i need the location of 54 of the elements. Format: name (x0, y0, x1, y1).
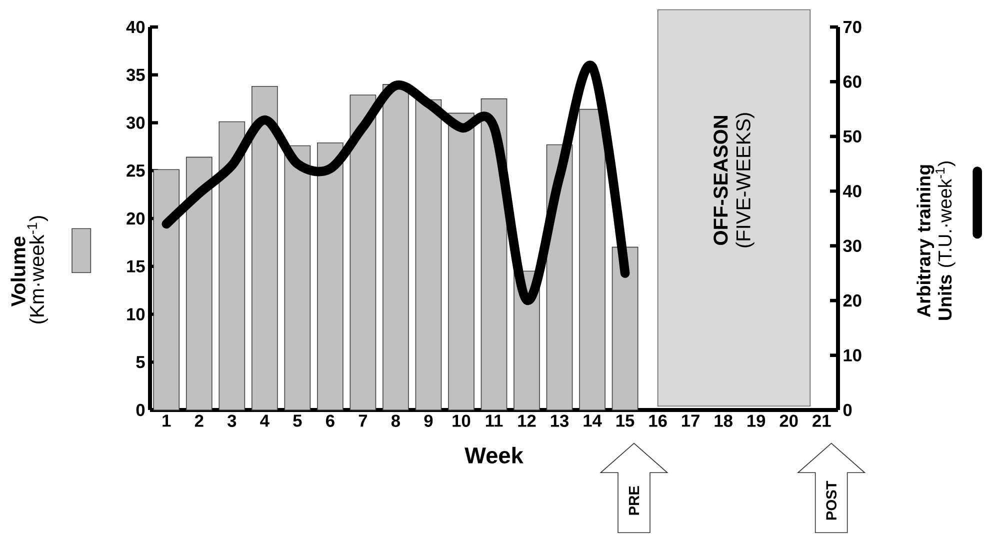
x-tick-label: 9 (424, 414, 433, 427)
x-axis-title: Week (464, 446, 524, 464)
text: POST (826, 480, 837, 520)
bar (579, 108, 606, 410)
x-tick-label: 8 (391, 414, 400, 427)
y-axis-title: Volume (Km·week$^{-1}$) (10, 216, 48, 324)
y-tick-label: 30 (126, 116, 145, 129)
x-tick-label: 4 (260, 414, 270, 427)
x-tick-label: 15 (616, 414, 634, 427)
y2-tick-label: 70 (843, 20, 862, 34)
y-tick-label: 20 (126, 212, 145, 225)
y-tick-label: 5 (136, 356, 145, 368)
bar (186, 156, 212, 410)
bar (382, 84, 409, 410)
bar (317, 142, 344, 410)
y-tick-label: 10 (127, 308, 145, 320)
bar (415, 99, 442, 410)
bar (252, 86, 278, 410)
y2-tick-label: 10 (844, 349, 862, 362)
x-tick-label: 10 (452, 414, 470, 427)
x-tick-label: 2 (194, 414, 204, 427)
x-tick-label: 21 (812, 414, 831, 427)
x-tick-label: 1 (162, 414, 171, 427)
x-tick-label: 6 (326, 414, 334, 427)
x-tick-label: 17 (682, 414, 700, 427)
bar (218, 121, 246, 410)
x-tick-label: 12 (518, 414, 536, 427)
bar (448, 112, 474, 410)
bar (350, 94, 376, 410)
x-tick-label: 18 (714, 414, 732, 427)
bar (284, 145, 311, 410)
text: PRE (628, 486, 640, 515)
y2-tick-label: 40 (842, 184, 862, 198)
y2-tick-label: 60 (843, 76, 862, 88)
x-tick-label: 16 (649, 414, 667, 427)
y-tick-label: 35 (126, 68, 145, 82)
x-tick-label: 7 (358, 414, 368, 427)
x-tick-label: 3 (227, 414, 236, 427)
y-tick-label: 0 (136, 404, 145, 416)
band-label: OFF-SEASON (FIVE-WEEKS) (714, 113, 754, 248)
y2-tick-label: 20 (843, 294, 862, 307)
bar (612, 246, 638, 410)
y2-tick-label: 50 (843, 130, 862, 143)
x-tick-label: 20 (780, 414, 798, 427)
x-tick-label: 19 (748, 414, 766, 427)
x-tick-label: 14 (584, 414, 602, 427)
y-tick-label: 15 (127, 260, 145, 272)
y2-tick-label: 30 (843, 240, 862, 252)
y2-tick-label: 0 (843, 404, 852, 416)
y-tick-label: 25 (126, 164, 145, 177)
y-tick-label: 40 (126, 20, 145, 34)
x-tick-label: 5 (293, 414, 302, 427)
x-tick-label: 11 (486, 414, 503, 427)
x-tick-label: 13 (550, 414, 569, 427)
